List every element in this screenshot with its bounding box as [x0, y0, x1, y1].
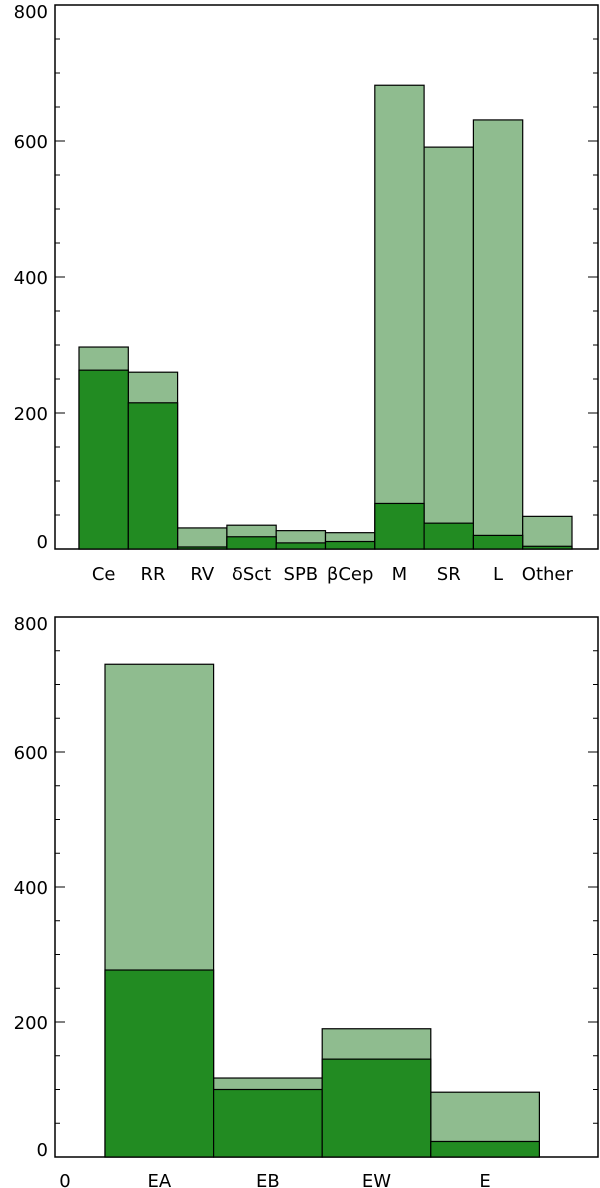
bar-subset-βCep	[324, 540, 376, 550]
bar-subset-SPB	[275, 542, 327, 550]
bar-total-L	[472, 119, 524, 550]
y-tick-label: 800	[14, 2, 48, 23]
y-tick-label: 400	[14, 268, 48, 289]
x-tick-label: E	[479, 1171, 490, 1188]
x-tick-label: SR	[437, 564, 461, 585]
x-tick-label: Ce	[92, 564, 116, 585]
bar-subset-δSct	[226, 536, 277, 550]
x-tick-label: δSct	[232, 564, 271, 585]
bar-subset-EA	[104, 969, 215, 1158]
bar-subset-SR	[423, 522, 475, 550]
y-tick-label: 0	[37, 532, 48, 553]
bar-total-Other	[522, 515, 573, 550]
bar-subset-RV	[177, 546, 228, 550]
bar-subset-E	[430, 1140, 540, 1158]
bar-subset-RR	[127, 402, 179, 550]
x-tick-label: RV	[190, 564, 215, 585]
x-tick-label: EB	[256, 1171, 280, 1188]
x-tick-label: Other	[522, 564, 574, 585]
x-tick-label: M	[392, 564, 408, 585]
y-tick-label: 200	[14, 1013, 48, 1034]
chart-1-variable-stars: 0 200 400 600 800 Ce RR RV δSct SPB βCep M SR L Other	[14, 2, 599, 585]
y-tick-label: 200	[14, 404, 48, 425]
bar-subset-M	[374, 502, 425, 550]
bar-subset-Other	[522, 545, 573, 550]
bar-total-RV	[177, 527, 228, 550]
bar-subset-EW	[321, 1058, 432, 1158]
y-tick-label: 600	[14, 743, 48, 764]
y-tick-label: 600	[14, 132, 48, 153]
y-tick-label: 800	[14, 614, 48, 635]
x-tick-label: SPB	[284, 564, 319, 585]
y-tick-label: 400	[14, 878, 48, 899]
bar-subset-Ce	[78, 369, 129, 550]
bar-total-SR	[423, 146, 475, 550]
x-tick-label: RR	[140, 564, 165, 585]
x-tick-label: L	[493, 564, 503, 585]
x-tick-label: EW	[362, 1171, 391, 1188]
bar-total-M	[374, 84, 425, 550]
bar-subset-L	[472, 534, 524, 550]
x-tick-label: EA	[147, 1171, 171, 1188]
x-tick-label: βCep	[327, 564, 374, 585]
chart-2-eclipsing-binaries: 0 200 400 600 800 EA EB EW E 0	[14, 614, 599, 1188]
y-tick-label: 0	[37, 1140, 48, 1161]
x-origin-label: 0	[59, 1171, 70, 1188]
bar-subset-EB	[213, 1088, 323, 1158]
